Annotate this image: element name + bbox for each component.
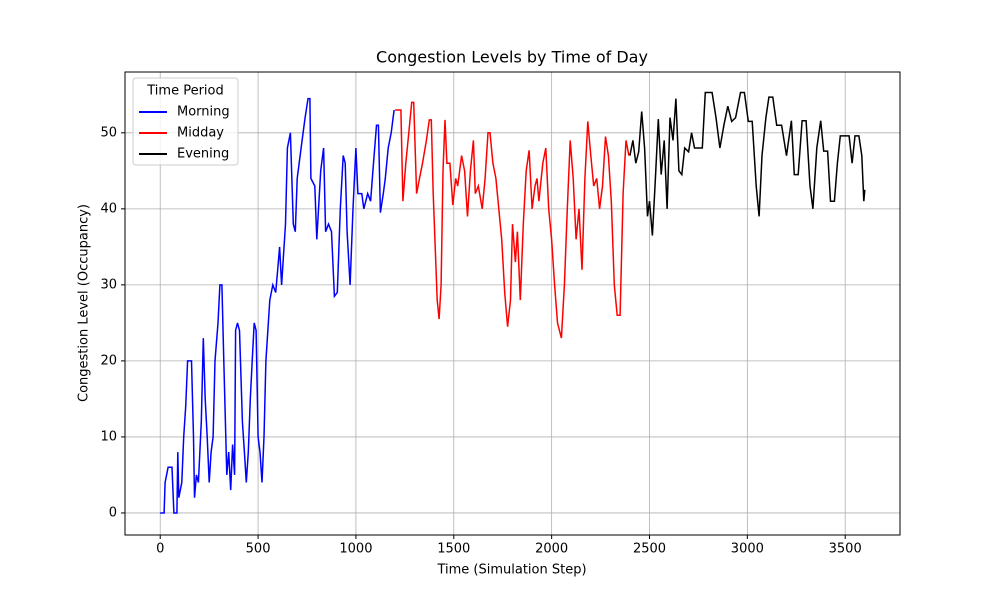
y-tick-label: 30 xyxy=(100,277,117,292)
y-tick-label: 0 xyxy=(109,505,117,520)
x-tick-label: 2000 xyxy=(535,542,568,557)
x-tick-label: 3500 xyxy=(829,542,862,557)
legend-box xyxy=(132,77,239,166)
plot-frame xyxy=(124,71,901,536)
x-tick-label: 0 xyxy=(156,542,164,557)
series-line xyxy=(160,97,395,514)
x-tick-label: 2500 xyxy=(633,542,666,557)
x-tick-label: 1000 xyxy=(339,542,372,557)
x-tick-label: 500 xyxy=(246,542,271,557)
y-tick-label: 50 xyxy=(100,125,117,140)
y-tick-label: 20 xyxy=(100,353,117,368)
x-tick-label: 3000 xyxy=(731,542,764,557)
legend-label: Evening xyxy=(177,147,229,162)
legend-title: Time Period xyxy=(146,84,223,99)
series-line xyxy=(629,91,866,236)
series-line xyxy=(395,101,630,339)
y-tick-label: 40 xyxy=(100,201,117,216)
x-tick-label: 1500 xyxy=(437,542,470,557)
legend-label: Morning xyxy=(177,105,230,120)
y-tick-label: 10 xyxy=(100,429,117,444)
x-axis-label: Time (Simulation Step) xyxy=(436,563,586,578)
chart-title: Congestion Levels by Time of Day xyxy=(376,48,648,67)
legend-label: Midday xyxy=(177,126,224,141)
y-axis-label: Congestion Level (Occupancy) xyxy=(77,204,92,402)
